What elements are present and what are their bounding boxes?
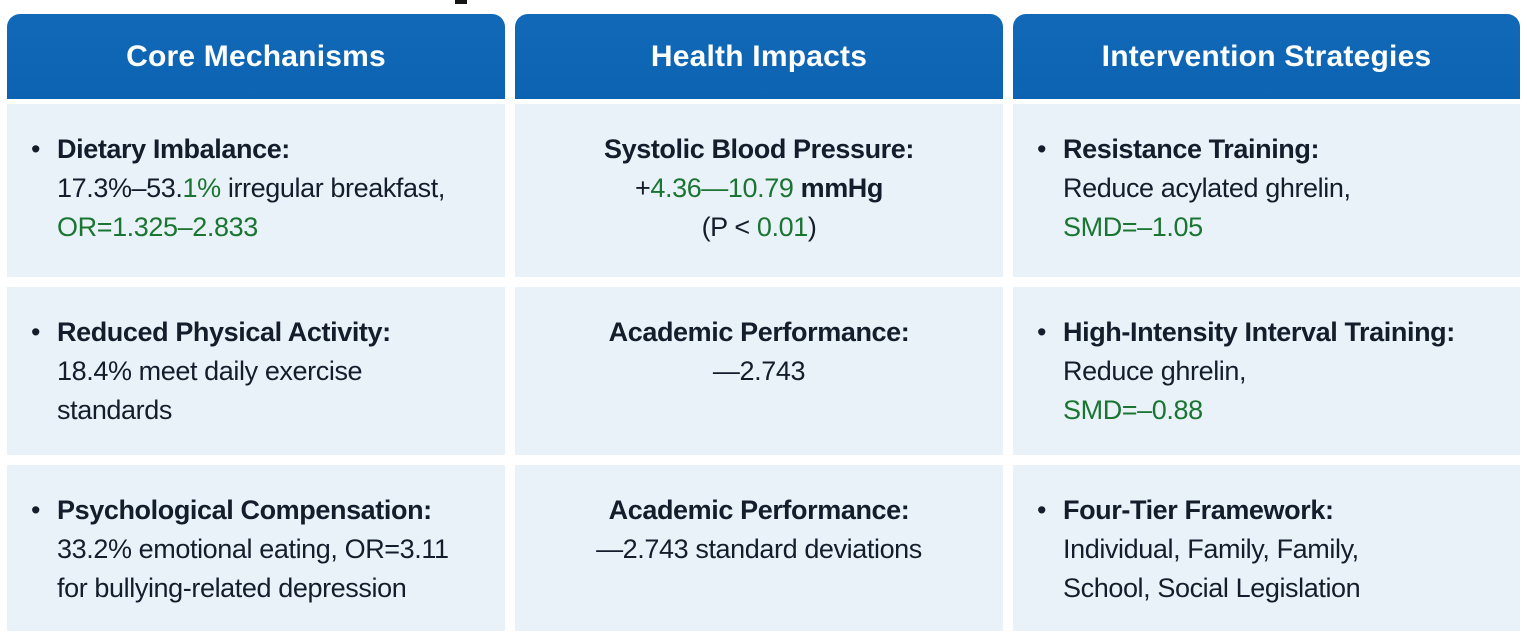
- text-segment-green: SMD=–0.88: [1063, 395, 1203, 425]
- cell-title: Academic Performance:: [608, 317, 910, 347]
- text-segment: irregular breakfast,: [220, 173, 446, 203]
- column-core-mechanisms: Core Mechanisms • Dietary Imbalance: 17.…: [7, 14, 505, 631]
- text-segment: for bullying-related depression: [57, 573, 407, 603]
- text-segment: Individual, Family, Family,: [1063, 534, 1359, 564]
- text-segment: +: [634, 173, 651, 203]
- bullet-icon: •: [31, 317, 41, 347]
- bullet-icon: •: [1037, 495, 1047, 525]
- cell-title: Dietary Imbalance:: [57, 134, 290, 164]
- cell-academic-performance-1: Academic Performance: —2.743: [515, 287, 1003, 455]
- cell-psychological-compensation: • Psychological Compensation: 33.2% emot…: [7, 465, 505, 631]
- text-segment-green: 4.36—10.79: [650, 173, 794, 203]
- text-segment: 33.2% emotional eating, OR=3.11: [57, 534, 449, 564]
- bullet-icon: •: [31, 495, 41, 525]
- text-segment: Reduce acylated ghrelin,: [1063, 173, 1351, 203]
- text-segment-green: OR=1.325–2.833: [57, 212, 258, 242]
- cell-title: Resistance Training:: [1063, 134, 1320, 164]
- text-segment: 17.3%–53.: [57, 173, 183, 203]
- cell-title: Psychological Compensation:: [57, 495, 432, 525]
- text-segment: —2.743 standard deviations: [596, 534, 922, 564]
- text-segment-green: 1%: [182, 173, 222, 203]
- bullet-icon: •: [1037, 134, 1047, 164]
- cell-four-tier-framework: • Four-Tier Framework: Individual, Famil…: [1013, 465, 1520, 631]
- cell-title: High-Intensity Interval Training:: [1063, 317, 1455, 347]
- text-segment-green: 0.01: [756, 212, 808, 242]
- cell-reduced-physical-activity: • Reduced Physical Activity: 18.4% meet …: [7, 287, 505, 455]
- cell-title: Reduced Physical Activity:: [57, 317, 391, 347]
- column-header-intervention-strategies: Intervention Strategies: [1013, 14, 1520, 99]
- text-segment: 18.4% meet daily exercise: [57, 356, 363, 386]
- cell-academic-performance-2: Academic Performance: —2.743 standard de…: [515, 465, 1003, 631]
- text-segment: School, Social Legislation: [1063, 573, 1361, 603]
- text-segment: (P <: [701, 212, 757, 242]
- cell-systolic-blood-pressure: Systolic Blood Pressure: +4.36—10.79 mmH…: [515, 104, 1003, 277]
- cell-dietary-imbalance: • Dietary Imbalance: 17.3%–53.1% irregul…: [7, 104, 505, 277]
- text-segment: Reduce ghrelin,: [1063, 356, 1247, 386]
- bullet-icon: •: [31, 134, 41, 164]
- cell-hiit: • High-Intensity Interval Training: Redu…: [1013, 287, 1520, 455]
- cell-resistance-training: • Resistance Training: Reduce acylated g…: [1013, 104, 1520, 277]
- column-health-impacts: Health Impacts Systolic Blood Pressure: …: [515, 14, 1003, 631]
- text-segment: —2.743: [712, 356, 806, 386]
- column-intervention-strategies: Intervention Strategies • Resistance Tra…: [1013, 14, 1520, 631]
- cropped-title-glyph-artifact: [455, 0, 467, 4]
- cell-title: Systolic Blood Pressure:: [604, 134, 914, 164]
- cell-title: Academic Performance:: [608, 495, 910, 525]
- bullet-icon: •: [1037, 317, 1047, 347]
- text-segment-green: SMD=–1.05: [1063, 212, 1203, 242]
- text-segment: ): [807, 212, 817, 242]
- text-segment: standards: [57, 395, 172, 425]
- column-header-core-mechanisms: Core Mechanisms: [7, 14, 505, 99]
- text-segment-bold: mmHg: [793, 173, 884, 203]
- cell-title: Four-Tier Framework:: [1063, 495, 1334, 525]
- column-header-health-impacts: Health Impacts: [515, 14, 1003, 99]
